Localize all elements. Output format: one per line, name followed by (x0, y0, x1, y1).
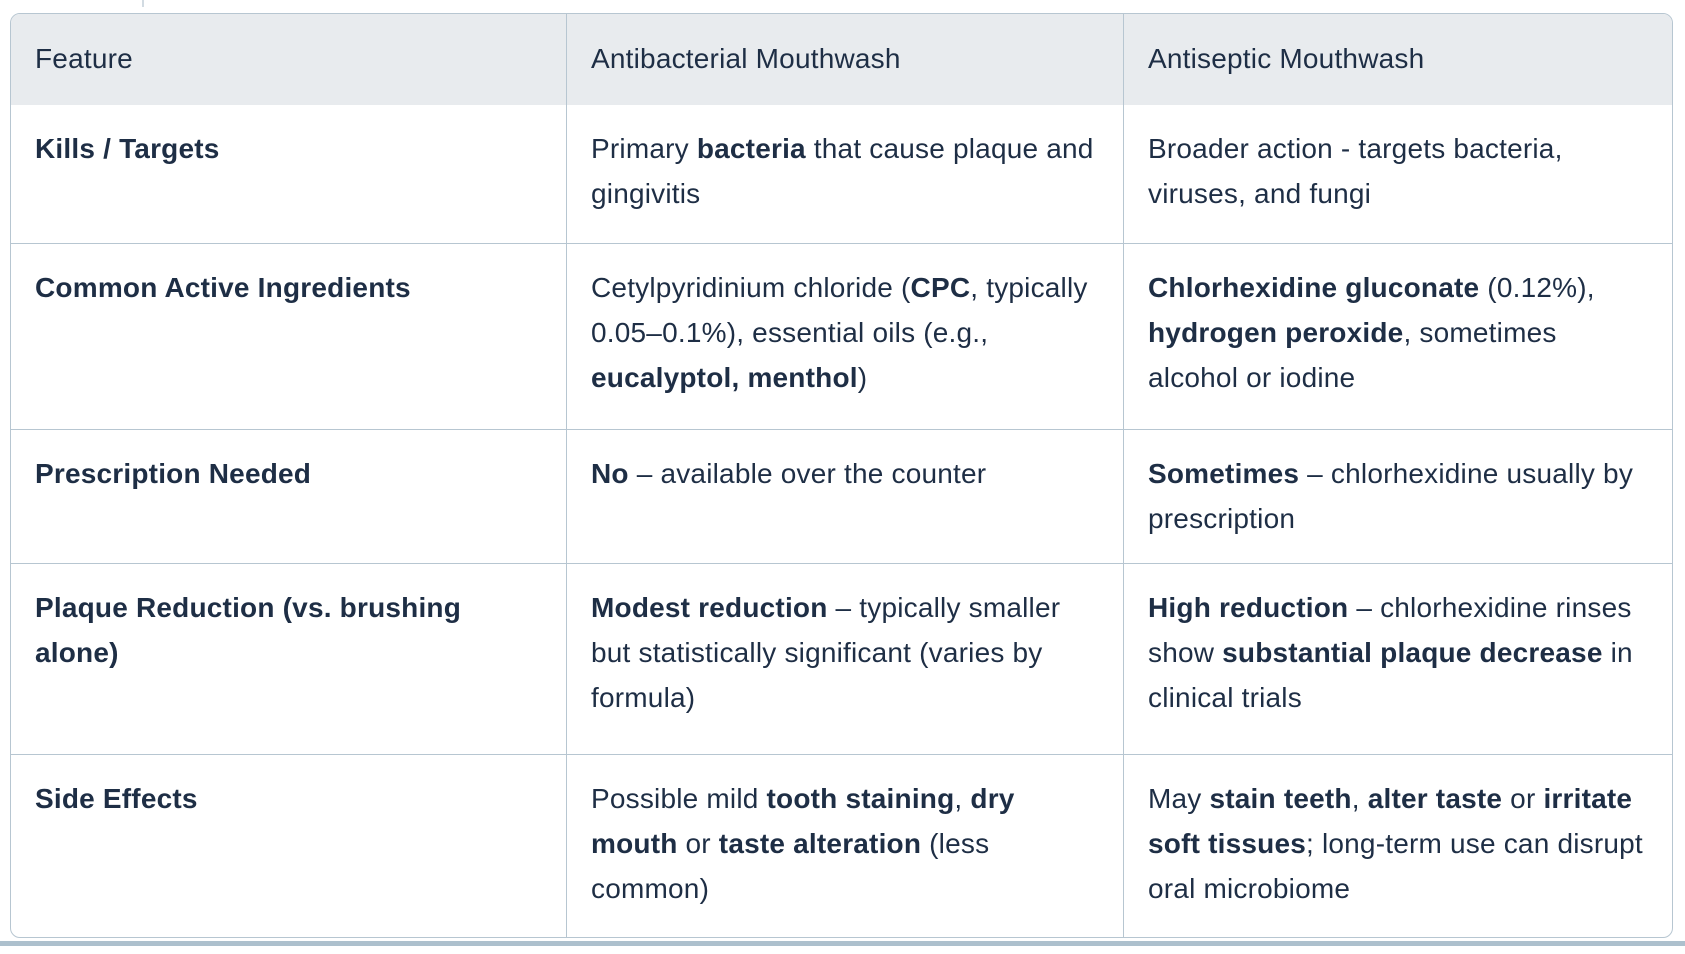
table-row: Plaque Reduction (vs. brushing alone) Mod… (11, 563, 1672, 754)
value-cell: Chlorhexidine gluconate (0.12%), hydroge… (1123, 244, 1672, 429)
header-cell-feature: Feature (35, 43, 133, 74)
table-row: Kills / Targets Primary bacteria that cau… (11, 105, 1672, 243)
header-cell-antiseptic: Antiseptic Mouthwash (1123, 14, 1672, 105)
table-row: Common Active Ingredients Cetylpyridinium… (11, 243, 1672, 429)
value-cell: Possible mild tooth staining, dry mouth … (566, 755, 1123, 937)
header-cell-antibacterial: Antibacterial Mouthwash (566, 14, 1123, 105)
value-cell: Broader action - targets bacteria, virus… (1123, 105, 1672, 243)
mouthwash-comparison-table: Feature Antibacterial Mouthwash Antisept… (10, 13, 1673, 938)
table-row: Prescription Needed No – available over t… (11, 429, 1672, 563)
value-cell: No – available over the counter (566, 430, 1123, 563)
value-cell: Cetylpyridinium chloride (CPC, typically… (566, 244, 1123, 429)
table-header-row: Feature Antibacterial Mouthwash Antisept… (11, 14, 1672, 105)
value-cell: Sometimes – chlorhexidine usually by pre… (1123, 430, 1672, 563)
feature-cell: Plaque Reduction (vs. brushing alone) (35, 592, 462, 668)
value-cell: High reduction – chlorhexidine rinses sh… (1123, 564, 1672, 754)
feature-cell: Side Effects (35, 783, 198, 814)
feature-cell: Prescription Needed (35, 458, 312, 489)
feature-cell: Common Active Ingredients (35, 272, 411, 303)
table-body: Kills / Targets Primary bacteria that cau… (11, 105, 1672, 937)
value-cell: Modest reduction – typically smaller but… (566, 564, 1123, 754)
cropped-element-fragment (142, 0, 144, 7)
value-cell: May stain teeth, alter taste or irritate… (1123, 755, 1672, 937)
feature-cell: Kills / Targets (35, 133, 220, 164)
value-cell: Primary bacteria that cause plaque and g… (566, 105, 1123, 243)
bottom-divider (0, 941, 1685, 946)
table-row: Side Effects Possible mild tooth staining… (11, 754, 1672, 937)
